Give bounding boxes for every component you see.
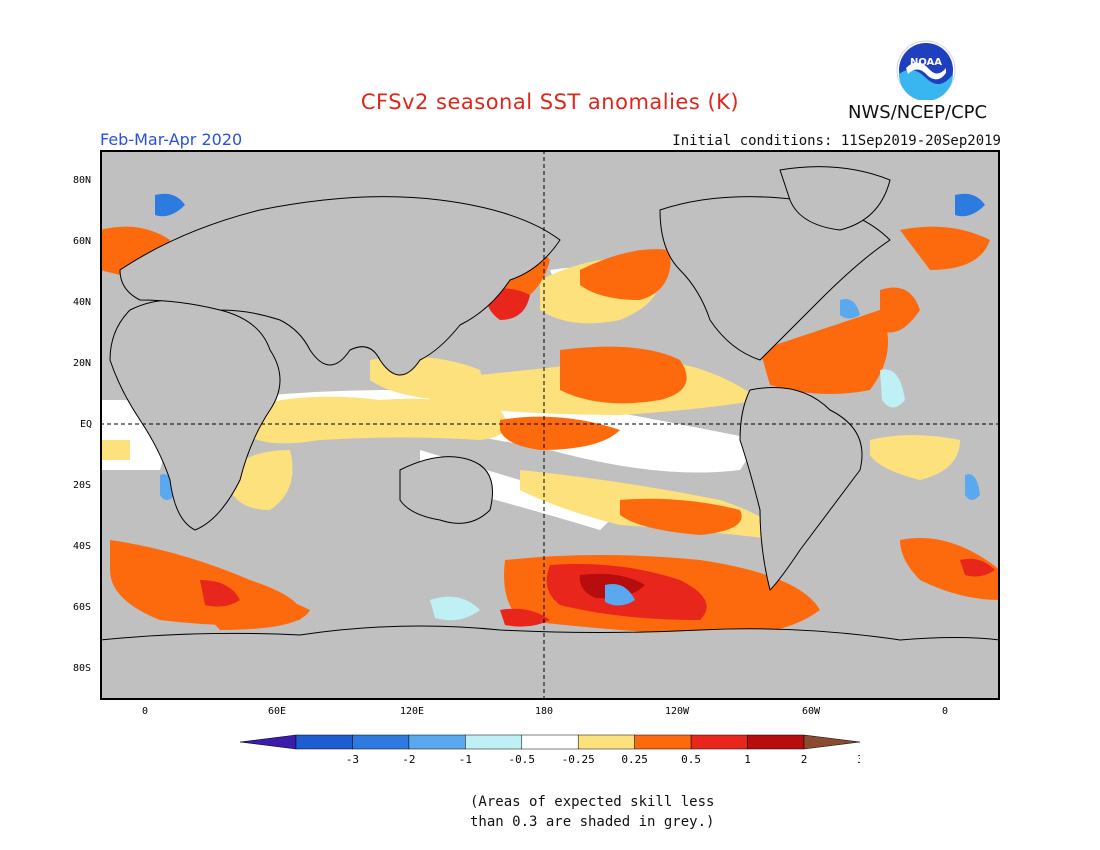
warm-anomaly-region (560, 346, 687, 404)
warm-anomaly-region (240, 396, 507, 444)
warm-anomaly-region (200, 580, 240, 607)
warm-anomaly-region (500, 416, 620, 450)
warm-anomaly-region (960, 558, 995, 577)
lat-label: 80S (73, 663, 92, 674)
colorbar-segment (408, 734, 466, 750)
map-border (100, 150, 1000, 700)
coastlines (100, 166, 1000, 700)
colorbar-label: 2 (801, 753, 808, 766)
warm-anomaly-region (620, 498, 742, 535)
colorbar-segment (240, 734, 297, 750)
warm-anomaly-region (500, 608, 550, 627)
colorbar-segment (747, 734, 805, 750)
cool-anomaly-region (840, 299, 860, 319)
lat-label: 60N (73, 236, 92, 247)
initial-conditions-label: Initial conditions: 11Sep2019-20Sep2019 (672, 133, 1001, 149)
warm-anomaly-region (230, 450, 293, 510)
lon-label: 180 (535, 706, 554, 717)
colorbar-segment (577, 734, 635, 750)
south-america-landmass (739, 387, 863, 591)
skill-note-line: than 0.3 are shaded in grey.) (470, 814, 715, 830)
warm-anomaly-region (880, 287, 920, 333)
cool-anomaly-region (955, 193, 985, 217)
colorbar-segment (521, 734, 579, 750)
lon-label: 0 (942, 706, 949, 717)
lat-label: 40N (73, 297, 92, 308)
lon-label: 0 (142, 706, 149, 717)
cool-anomaly-region (430, 596, 480, 621)
colorbar-segment (465, 734, 523, 750)
colorbar-label: -0.5 (509, 753, 536, 766)
colorbar-label: -1 (459, 753, 472, 766)
cool-anomaly-region (965, 474, 980, 500)
eurasia-landmass (119, 196, 561, 376)
skill-note-line: (Areas of expected skill less (470, 794, 715, 810)
lat-label: 40S (73, 541, 92, 552)
lat-label: 80N (73, 175, 92, 186)
warm-anomaly-region (100, 440, 130, 460)
colorbar-label: 1 (744, 753, 751, 766)
noaa-logo: NOAA (896, 40, 956, 100)
colorbar-segment (634, 734, 692, 750)
colorbar-label: 3 (857, 753, 860, 766)
organization-label: NWS/NCEP/CPC (848, 102, 988, 123)
warm-anomaly-region (580, 249, 671, 300)
season-label: Feb-Mar-Apr 2020 (100, 130, 243, 149)
colorbar: -3 -2 -1 -0.5 -0.25 0.25 0.5 1 2 3 (240, 734, 860, 766)
lon-label: 60W (802, 706, 821, 717)
sst-anomaly-map (100, 150, 1000, 700)
colorbar-label: 0.5 (681, 753, 701, 766)
lat-label: 20N (73, 358, 92, 369)
cool-anomaly-region (155, 193, 185, 217)
australia-landmass (399, 456, 493, 524)
lon-label: 60E (268, 706, 287, 717)
cool-anomaly-region (880, 369, 905, 408)
africa-landmass (109, 299, 281, 531)
lat-label: 20S (73, 480, 92, 491)
warm-anomaly-region (900, 226, 990, 270)
colorbar-label: 0.25 (621, 753, 648, 766)
lon-label: 120E (400, 706, 425, 717)
cool-anomaly-region (605, 584, 635, 606)
colorbar-label: -2 (402, 753, 415, 766)
colorbar-label: -3 (346, 753, 359, 766)
warm-anomaly-region (900, 538, 1000, 600)
logo-text: NOAA (910, 57, 942, 68)
greenland-landmass (779, 166, 891, 231)
antarctica-landmass (100, 625, 1000, 700)
colorbar-segment (295, 734, 353, 750)
colorbar-segment (690, 734, 748, 750)
chart-title: CFSv2 seasonal SST anomalies (K) (360, 90, 740, 114)
colorbar-segment (352, 734, 410, 750)
colorbar-label: -0.25 (562, 753, 595, 766)
warm-anomaly-region (870, 435, 960, 480)
lat-label: EQ (80, 419, 93, 430)
colorbar-segment (803, 734, 860, 750)
lon-label: 120W (665, 706, 690, 717)
warm-anomaly-region (760, 310, 888, 394)
skill-note: (Areas of expected skill less than 0.3 a… (470, 792, 730, 832)
lat-label: 60S (73, 602, 92, 613)
